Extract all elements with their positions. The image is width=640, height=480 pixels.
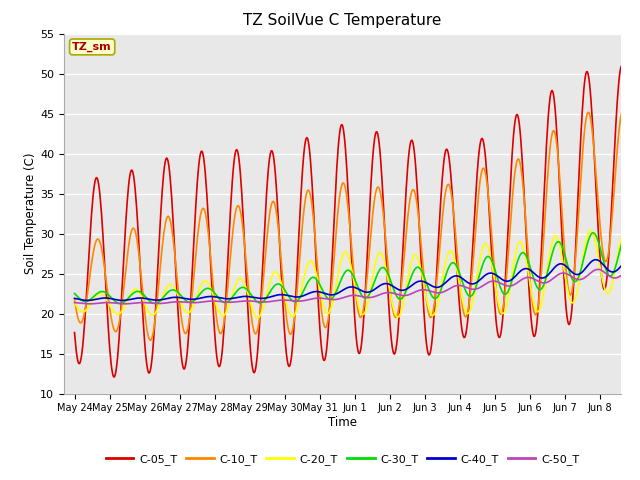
Title: TZ SoilVue C Temperature: TZ SoilVue C Temperature [243,13,442,28]
Text: TZ_sm: TZ_sm [72,42,112,52]
Legend: C-05_T, C-10_T, C-20_T, C-30_T, C-40_T, C-50_T: C-05_T, C-10_T, C-20_T, C-30_T, C-40_T, … [101,450,584,469]
Y-axis label: Soil Temperature (C): Soil Temperature (C) [24,153,37,275]
X-axis label: Time: Time [328,416,357,429]
